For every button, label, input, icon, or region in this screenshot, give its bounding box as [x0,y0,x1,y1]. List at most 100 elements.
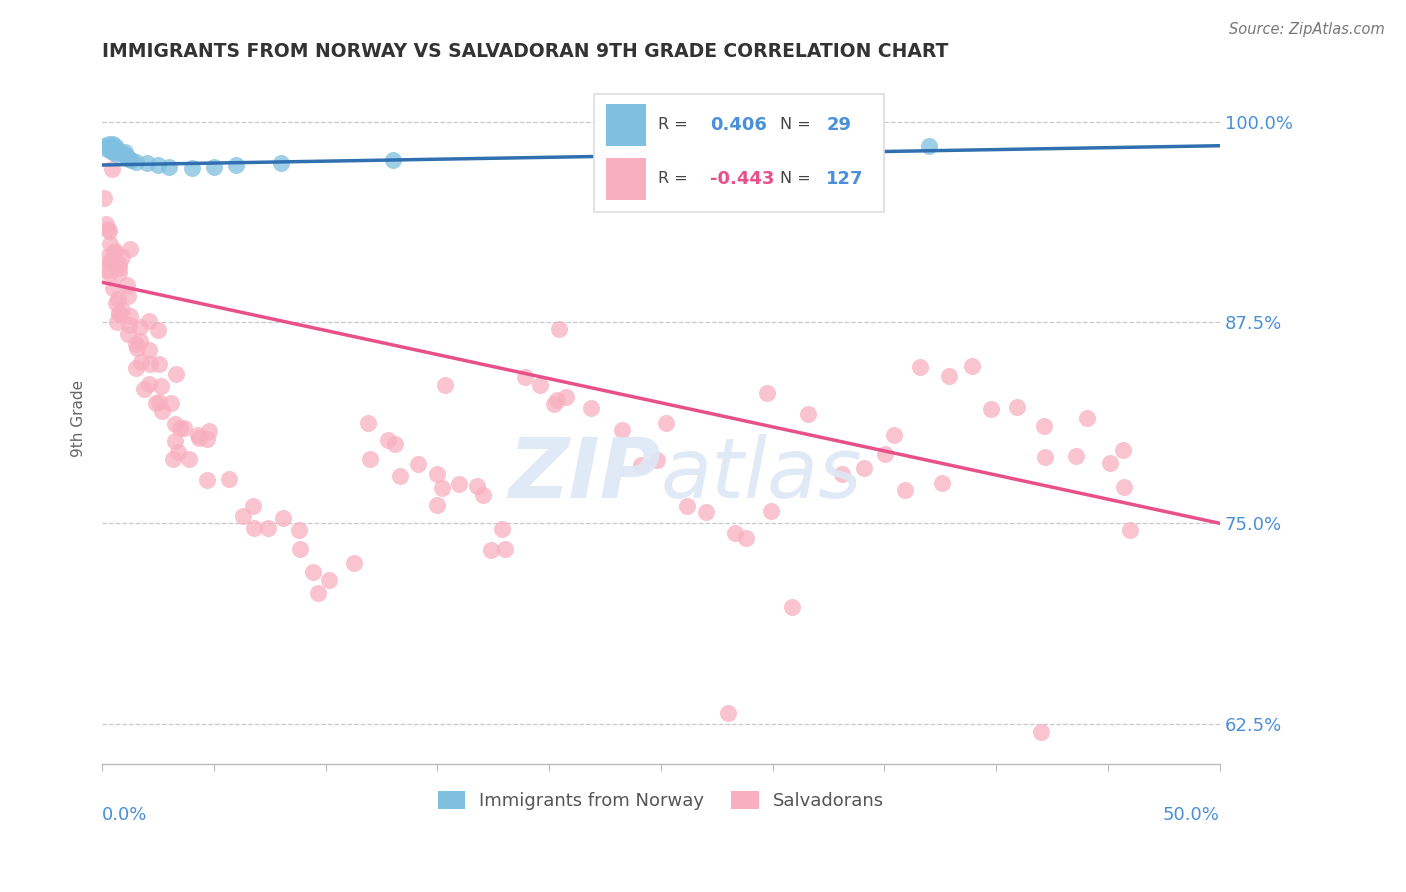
Point [138,377,160,392]
Point [202,160,225,174]
Point [165,368,187,382]
Point [97,140,120,154]
Point [145,396,167,410]
Point [548,321,571,335]
Point [384,436,406,450]
Point [831,467,853,481]
Point [120,153,142,168]
Point [434,378,457,392]
Point [242,499,264,513]
Point [97,266,120,280]
Point [918,138,941,153]
Point [114,145,136,160]
Point [612,423,634,437]
Point [1033,450,1056,465]
Point [491,523,513,537]
Point [515,369,537,384]
Point [529,377,551,392]
Point [96,142,118,156]
Point [108,266,131,280]
Point [104,244,127,258]
Point [111,250,134,264]
Point [103,142,125,156]
Point [98,255,121,269]
Point [242,521,264,535]
Point [908,360,931,375]
Point [104,140,127,154]
Point [108,145,131,160]
Point [129,334,152,348]
Point [162,451,184,466]
Point [465,479,488,493]
Point [546,392,568,407]
Point [256,520,278,534]
Point [187,428,209,442]
Point [169,421,191,435]
Point [165,434,187,449]
Point [555,390,578,404]
Point [759,504,782,518]
Point [1032,419,1054,434]
Point [1029,725,1052,739]
Point [734,531,756,545]
Point [755,385,778,400]
Point [177,451,200,466]
Point [115,150,138,164]
Point [647,453,669,467]
Point [302,565,325,579]
Point [426,467,449,481]
Point [159,396,181,410]
Point [938,369,960,384]
Text: Source: ZipAtlas.com: Source: ZipAtlas.com [1229,22,1385,37]
Point [195,432,218,446]
Point [94,217,117,231]
Point [980,401,1002,416]
Point [118,243,141,257]
Point [675,499,697,513]
Point [894,483,917,497]
Point [96,263,118,277]
Point [135,156,157,170]
Point [118,309,141,323]
Point [1076,410,1098,425]
Point [129,354,152,368]
Point [187,431,209,445]
Point [104,295,127,310]
Point [111,302,134,317]
Point [359,451,381,466]
Point [931,476,953,491]
Point [695,505,717,519]
Point [271,510,294,524]
Point [107,306,129,320]
Point [723,525,745,540]
Point [125,154,148,169]
Point [180,161,202,176]
Point [129,319,152,334]
Point [195,473,218,487]
Point [138,314,160,328]
Point [232,508,254,523]
Point [118,152,141,166]
Point [388,469,411,483]
Point [107,260,129,275]
Point [406,457,429,471]
Point [449,477,471,491]
Point [167,445,190,459]
Point [377,433,399,447]
Point [134,383,156,397]
Point [108,307,131,321]
Point [796,407,818,421]
Point [103,245,125,260]
Point [287,523,309,537]
Point [117,326,139,341]
Point [432,481,454,495]
Point [357,416,380,430]
Point [1112,480,1135,494]
Point [543,397,565,411]
Point [103,137,125,152]
Text: 50.0%: 50.0% [1163,805,1220,823]
Point [107,144,129,158]
Point [105,315,128,329]
Point [101,281,124,295]
Point [471,488,494,502]
